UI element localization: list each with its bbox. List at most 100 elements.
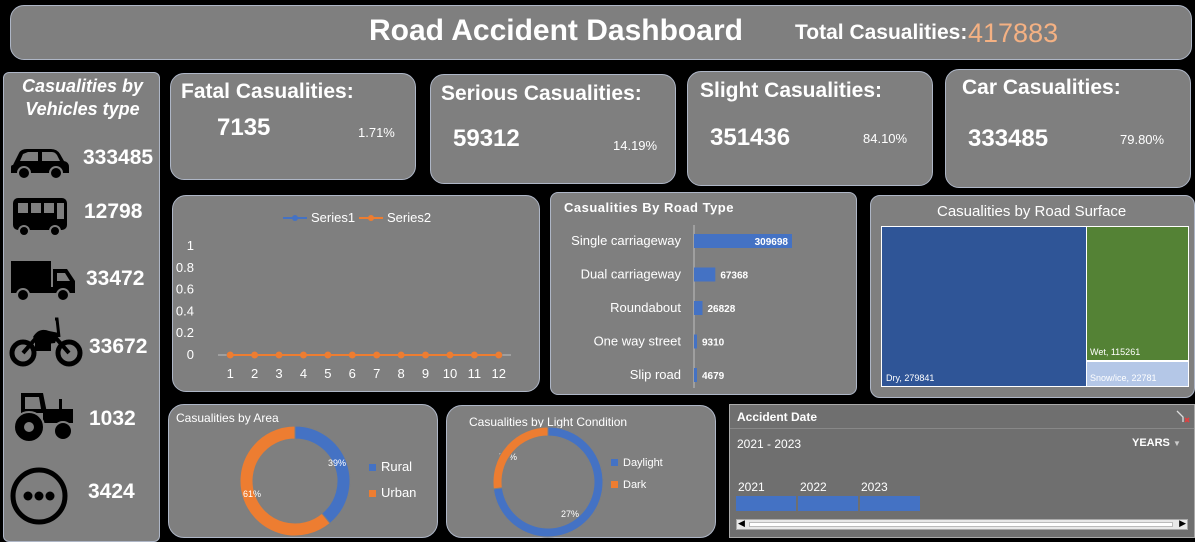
bar <box>694 267 716 282</box>
y-tick-label: 1 <box>187 238 194 253</box>
vehicle-row-motorcycle: 33672 <box>4 315 161 375</box>
timeline-bar-2022[interactable] <box>798 496 858 511</box>
treemap-label-wet: Wet, 115261 <box>1090 347 1141 357</box>
bar <box>694 334 697 349</box>
line-chart-panel: 0 0.2 0.4 0.6 0.8 1 1 2 3 4 5 6 7 8 9 10 11 12 Series1 Seri… <box>172 195 540 392</box>
x-tick-label: 11 <box>468 366 482 381</box>
vehicles-title-line2: Vehicles type <box>25 99 140 119</box>
x-tick-label: 7 <box>373 366 380 381</box>
area-panel: Casualities by Area 39% 61% Rural Urban <box>168 404 438 538</box>
y-tick-label: 0.8 <box>176 260 194 275</box>
accident-date-timeline[interactable]: Accident Date 2021 - 2023 YEARS ▼ 2021 2… <box>729 404 1195 538</box>
bar <box>694 301 703 315</box>
timeline-year-2022[interactable]: 2022 <box>800 480 827 494</box>
timeline-bar-2021[interactable] <box>736 496 796 511</box>
vehicle-row-car: 333485 <box>4 133 161 193</box>
road-surface-panel: Casualities by Road Surface Dry, 279841 … <box>870 195 1195 398</box>
vehicle-row-truck: 33472 <box>4 257 161 317</box>
scroll-left-icon[interactable]: ◀ <box>738 518 745 528</box>
series-point <box>226 351 234 359</box>
chevron-down-icon: ▼ <box>1172 439 1181 448</box>
legend-swatch <box>369 464 376 471</box>
timeline-title: Accident Date <box>737 410 818 424</box>
kpi-value-car: 333485 <box>968 125 1049 152</box>
timeline-bar-2023[interactable] <box>860 496 920 511</box>
timeline-scroll-thumb[interactable] <box>749 522 1173 527</box>
series-point <box>446 351 454 359</box>
vehicle-value-motorcycle: 33672 <box>89 335 148 358</box>
legend-label: Series1 <box>311 210 355 225</box>
bar <box>694 368 697 382</box>
treemap-cell-dry: Dry, 279841 <box>881 226 1088 387</box>
vehicles-title-line1: Casualities by <box>21 76 144 96</box>
bar <box>694 234 792 248</box>
legend-marker <box>292 215 298 221</box>
x-tick-label: 12 <box>492 366 506 381</box>
road-type-panel: Casualities By Road Type Single carriage… <box>550 192 857 395</box>
kpi-card-car: Car Casualities: 333485 79.80% <box>945 69 1191 188</box>
category-label: Single carriageway <box>571 233 681 248</box>
kpi-label-fatal: Fatal Casualities: <box>181 80 354 103</box>
category-label: One way street <box>594 334 682 349</box>
vehicle-row-tractor: 1032 <box>4 385 161 445</box>
vehicle-value-truck: 33472 <box>86 267 145 290</box>
vehicle-value-tractor: 1032 <box>89 407 136 430</box>
treemap-cell-wet: Wet, 115261 <box>1086 226 1189 361</box>
motorcycle-icon <box>9 317 83 367</box>
category-label: Roundabout <box>610 300 681 315</box>
y-tick-label: 0.6 <box>176 282 194 297</box>
timeline-year-2023[interactable]: 2023 <box>861 480 888 494</box>
clear-filter-icon[interactable] <box>1176 410 1190 424</box>
legend-label: Series2 <box>387 210 431 225</box>
series-point <box>470 351 478 359</box>
scroll-right-icon[interactable]: ▶ <box>1179 518 1186 528</box>
kpi-value-fatal: 7135 <box>217 114 271 141</box>
timeline-year-2021[interactable]: 2021 <box>738 480 765 494</box>
treemap-label-snow: Snow/ice, 22781 <box>1090 373 1157 383</box>
vehicles-panel-title: Casualities by Vehicles type <box>4 75 161 121</box>
timeline-range: 2021 - 2023 <box>737 437 802 451</box>
vehicle-value-bus: 12798 <box>84 200 143 223</box>
x-tick-label: 3 <box>275 366 282 381</box>
kpi-card-serious: Serious Casualities: 59312 14.19% <box>430 74 676 184</box>
timeline-unit-label: YEARS <box>1132 437 1170 449</box>
truck-icon <box>11 261 75 302</box>
road-type-title: Casualities By Road Type <box>564 200 734 215</box>
area-donut-chart: 39% 61% Rural Urban <box>239 425 416 537</box>
treemap-cell-snow: Snow/ice, 22781 <box>1086 361 1189 387</box>
vehicle-value-other: 3424 <box>88 480 135 503</box>
x-tick-label: 8 <box>398 366 405 381</box>
series-point <box>495 351 503 359</box>
other-icon <box>10 467 68 525</box>
timeline-unit-dropdown[interactable]: YEARS ▼ <box>1132 437 1181 449</box>
timeline-scrollbar[interactable]: ◀ ▶ <box>736 518 1188 530</box>
car-icon <box>11 149 69 180</box>
series-point <box>251 351 259 359</box>
series-point <box>348 351 356 359</box>
donut-data-label: 61% <box>243 489 261 499</box>
light-panel: Casualities by Light Condition 73%27%Day… <box>446 405 716 538</box>
legend-marker <box>368 215 374 221</box>
donut-slice <box>239 425 331 537</box>
legend-label: Urban <box>381 485 416 500</box>
bar-value-label: 67368 <box>720 271 748 282</box>
kpi-pct-slight: 84.10% <box>863 131 908 146</box>
bar-value-label: 4679 <box>702 371 725 382</box>
bar-value-label: 309698 <box>755 237 789 248</box>
x-tick-label: 10 <box>443 366 457 381</box>
bar-value-label: 26828 <box>707 304 735 315</box>
header-panel: Road Accident Dashboard Total Casualitie… <box>10 5 1192 60</box>
x-tick-label: 4 <box>300 366 307 381</box>
bar-value-label: 9310 <box>702 338 725 349</box>
donut-slice <box>294 425 351 525</box>
road-type-bar-chart: Single carriageway 309698 Dual carriageway… <box>571 225 792 388</box>
series-point <box>422 351 430 359</box>
kpi-value-slight: 351436 <box>710 124 791 151</box>
legend-swatch <box>611 481 618 488</box>
treemap-label-dry: Dry, 279841 <box>886 373 935 383</box>
road-surface-title: Casualities by Road Surface <box>937 203 1127 220</box>
x-tick-label: 2 <box>251 366 258 381</box>
legend-swatch <box>369 490 376 497</box>
